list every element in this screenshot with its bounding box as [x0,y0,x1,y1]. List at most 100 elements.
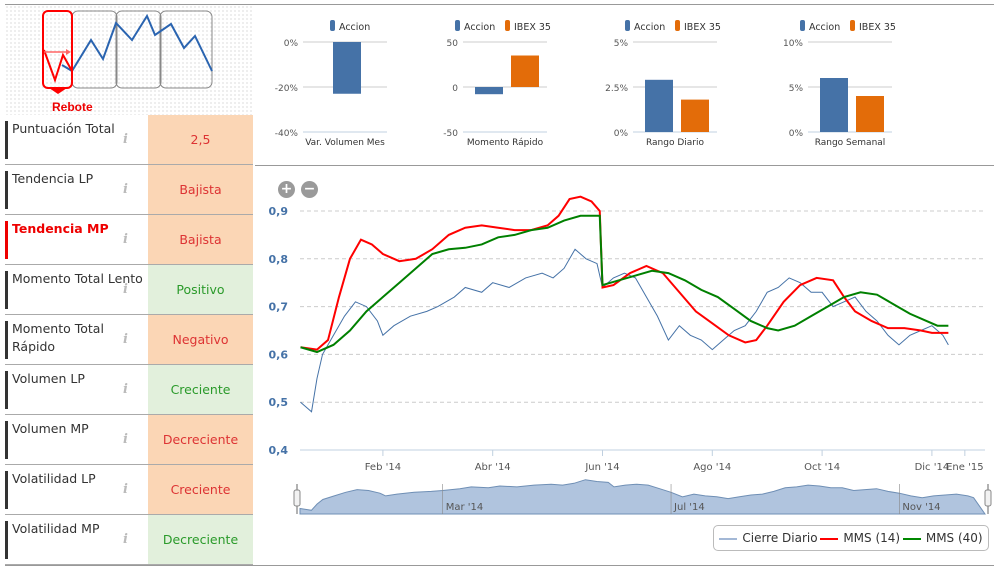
indicator-marker [5,221,8,259]
indicator-marker [5,121,8,159]
tick-label: 0% [284,39,299,49]
info-icon[interactable]: i [123,182,128,197]
indicator-label-text: Volumen LP [12,371,85,386]
indicator-marker [5,421,8,459]
indicator-marker [5,321,8,359]
indicator-value: Creciente [148,465,253,514]
legend-item-mms14[interactable]: MMS (14) [820,531,900,545]
info-icon[interactable]: i [123,532,128,547]
indicator-table: Puntuación Total i 2,5 Tendencia LP i Bajista… [5,115,253,565]
pattern-label: Rebote [52,100,93,114]
indicator-value-text: 2,5 [190,132,211,147]
indicator-label: Volatilidad LP i [5,465,148,514]
indicator-label-text: Momento Total Rápido [12,321,104,354]
indicator-value-text: Bajista [179,232,222,247]
info-icon[interactable]: i [123,332,128,347]
indicator-value-text: Decreciente [162,432,239,447]
indicator-row: Volumen MP i Decreciente [5,415,253,465]
zoom-out-icon[interactable]: − [301,181,318,198]
chart-title: Rango Diario [646,138,705,148]
navigator-area[interactable] [299,479,986,515]
chart-legend: Cierre Diario MMS (14) MMS (40) [713,525,989,551]
indicator-label: Volumen LP i [5,365,148,414]
legend-label: Cierre Diario [742,531,818,545]
indicator-marker [5,521,8,559]
zoom-in-icon[interactable]: + [278,181,295,198]
mini-bar-chart: Accion 0% -20% -40% Var. Volumen Mes [275,20,387,148]
bar [333,42,361,94]
indicator-marker [5,371,8,409]
tick-label: 0% [789,129,804,139]
navigator-handle[interactable] [984,489,992,507]
indicator-row: Puntuación Total i 2,5 [5,115,253,165]
legend-item-cierre[interactable]: Cierre Diario [719,531,818,545]
navigator-handle[interactable] [293,489,301,507]
legend-swatch [675,20,680,31]
info-icon[interactable]: i [123,282,128,297]
indicator-row: Momento Total Lento i Positivo [5,265,253,315]
y-tick-label: 0,8 [269,253,289,266]
x-tick-label: Feb '14 [365,462,401,473]
info-icon[interactable]: i [123,232,128,247]
navigator-label: Jul '14 [673,502,705,513]
indicator-label: Volatilidad MP i [5,515,148,564]
series-line-0 [300,248,949,413]
info-icon[interactable]: i [123,432,128,447]
navigator-label: Nov '14 [902,502,940,513]
y-tick-label: 0,4 [269,444,289,457]
x-tick-label: Ene '15 [946,462,983,473]
indicator-row: Volatilidad LP i Creciente [5,465,253,515]
tick-label: -40% [275,129,299,139]
mini-bar-chart: Accion IBEX 35 5% 2.5% 0% Rango Diario [605,20,721,148]
info-icon[interactable]: i [123,382,128,397]
legend-label: Accion [464,22,495,33]
x-tick-label: Ago '14 [693,462,731,473]
legend-swatch [625,20,630,31]
indicator-row: Volatilidad MP i Decreciente [5,515,253,565]
tick-label: 10% [783,39,803,49]
tick-label: 5% [789,84,804,94]
divider [5,4,994,5]
legend-swatch [330,20,335,31]
indicator-row: Volumen LP i Creciente [5,365,253,415]
bar [820,78,848,132]
indicator-value: Decreciente [148,515,253,564]
indicator-marker [5,471,8,509]
x-tick-label: Oct '14 [804,462,840,473]
indicator-label: Puntuación Total i [5,115,148,164]
tick-label: 50 [447,39,459,49]
y-tick-label: 0,9 [269,205,289,218]
tick-label: -50 [443,129,458,139]
indicator-value: Bajista [148,215,253,264]
bar [681,99,709,132]
indicator-marker [5,271,8,309]
legend-label: IBEX 35 [514,22,551,33]
y-tick-label: 0,7 [269,301,289,314]
indicator-value-text: Creciente [170,482,231,497]
chart-title: Var. Volumen Mes [305,138,385,148]
indicator-label-text: Puntuación Total [12,121,115,136]
info-icon[interactable]: i [123,132,128,147]
navigator-label: Mar '14 [446,502,484,513]
indicator-label-text: Tendencia LP [12,171,94,186]
indicator-value: Positivo [148,265,253,314]
indicator-row: Momento Total Rápido i Negativo [5,315,253,365]
legend-swatch [800,20,805,31]
rebote-pattern-icon [42,10,213,94]
tick-label: 5% [614,39,629,49]
indicator-label-text: Momento Total Lento [12,271,143,286]
pattern-logo: Rebote [5,5,253,115]
indicator-label: Tendencia MP i [5,215,148,264]
indicator-value-text: Positivo [176,282,225,297]
legend-item-mms40[interactable]: MMS (40) [902,531,983,545]
indicator-label-text: Volatilidad LP [12,471,96,486]
indicator-label-text: Volatilidad MP [12,521,100,536]
indicator-row: Tendencia MP i Bajista [5,215,253,265]
divider [255,165,994,166]
info-icon[interactable]: i [123,482,128,497]
indicator-value-text: Negativo [172,332,229,347]
bar [511,55,539,87]
indicator-value: Bajista [148,165,253,214]
legend-swatch [455,20,460,31]
chart-title: Momento Rápido [467,138,544,148]
